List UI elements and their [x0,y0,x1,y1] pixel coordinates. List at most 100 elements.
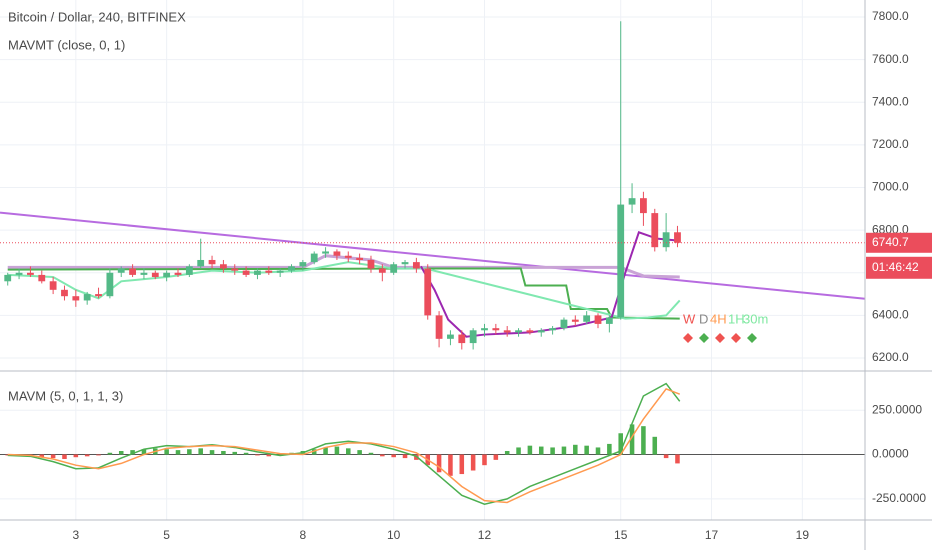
signal-diamond [731,333,741,343]
candle-body [27,272,34,275]
x-tick-label: 12 [478,528,492,542]
histogram-bar [107,452,113,455]
histogram-bar [482,454,487,466]
candle-body [288,266,295,271]
signal-label: W [683,311,696,326]
histogram-bar [243,452,249,455]
candle-body [265,270,273,273]
histogram-bar [334,446,340,455]
candle-body [163,272,171,278]
candle-body [83,294,91,301]
y-tick-label: 7800.0 [872,9,909,23]
chart-title: Bitcoin / Dollar, 240, BITFINEX [8,9,186,24]
histogram-bar [380,454,385,457]
histogram-bar [73,454,79,458]
candle-body [651,213,659,248]
signal-diamonds [683,333,757,343]
candle-body [492,328,500,331]
signal-diamond [699,333,709,343]
histogram-bar [62,454,67,459]
y-tick-label: 6400.0 [872,308,909,322]
candle-body [231,268,239,271]
candle-body [38,274,46,282]
candle-body [197,259,205,267]
histogram-bar [470,454,476,471]
histogram-bar [538,446,544,455]
candle-body [412,262,420,269]
histogram-bar [448,454,453,476]
y-tick-label: 7200.0 [872,137,909,151]
indicator-label: MAVM (5, 0, 1, 1, 3) [8,388,123,403]
histogram-bar [595,447,601,455]
candle-body [560,319,568,329]
x-tick-label: 8 [300,528,307,542]
histogram-bar [652,436,658,455]
candle-body [605,317,613,324]
histogram-bar [493,454,499,460]
signal-diamond [683,333,693,343]
histogram-bar [118,450,124,455]
candle-body [356,257,364,260]
last-price-label: 6740.7 [872,235,909,249]
x-tick-label: 17 [705,528,719,542]
candle-body [367,259,375,269]
histogram-bar [516,447,521,455]
histogram-bar [459,454,465,475]
histogram-bar [504,450,510,455]
histogram-bar [573,444,578,455]
histogram-bar [130,450,135,455]
y-tick-label: 7000.0 [872,180,909,194]
histogram-bar [84,454,90,457]
histogram-bar [402,454,408,459]
candle-body [174,272,182,275]
candle-body [72,296,80,301]
candle-body [185,266,193,275]
y-tick-label: 0.0000 [872,447,909,461]
histogram-bar [323,447,328,455]
candle-body [526,330,534,333]
x-tick-label: 19 [796,528,810,542]
histogram-bar [164,449,169,455]
candle-body [117,268,125,273]
candle-body [322,251,329,254]
histogram-bar [221,450,226,455]
histogram-bar [209,450,215,455]
x-tick-label: 15 [614,528,628,542]
histogram-bar [618,433,623,455]
signal-label: D [699,311,708,326]
histogram-bar [368,452,374,455]
candle-body [469,330,477,344]
candle-body [401,262,409,265]
histogram-bar [675,454,680,464]
histogram-bar [641,426,646,455]
candle-body [640,198,647,214]
candle-body [594,315,602,324]
candle-body [95,294,102,297]
countdown-label: 01:46:42 [872,260,919,274]
histogram-bar [550,447,555,455]
candle-body [549,328,557,331]
histogram-bar [357,450,362,455]
candle-body [129,268,136,275]
candle-body [424,268,432,316]
countdown-box [866,256,932,279]
candle-body [208,259,216,265]
candle-body [515,330,522,333]
x-tick-label: 5 [163,528,170,542]
last-price-box [866,232,932,253]
candle-body [617,204,625,318]
candle-body [15,272,23,275]
candle-body [4,274,12,282]
histogram-bar [436,454,442,473]
indicator-label: MAVMT (close, 0, 1) [8,37,125,52]
candle-body [583,315,591,322]
histogram-bar [561,446,567,455]
candle-body [299,262,307,267]
candle-body [537,330,545,333]
histogram-bar [198,448,203,455]
candle-body [140,272,148,275]
candle-body [151,272,159,278]
candle-body [344,255,352,258]
